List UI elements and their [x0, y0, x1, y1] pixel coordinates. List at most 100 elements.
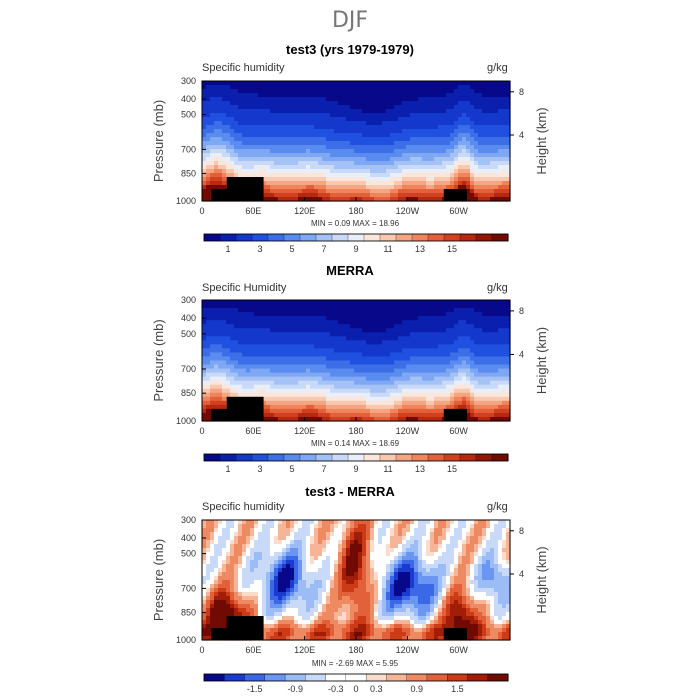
field-cell [302, 336, 307, 341]
panel-1-title: test3 (yrs 1979-1979) [286, 42, 414, 57]
field-cell [234, 153, 239, 158]
field-cell [506, 181, 511, 186]
field-cell [278, 392, 283, 398]
field-cell [234, 117, 239, 122]
field-cell [354, 185, 359, 190]
field-cell [334, 416, 339, 422]
field-cell [502, 105, 507, 110]
field-cell [338, 380, 343, 386]
field-cell [238, 304, 243, 309]
field-cell [274, 185, 279, 190]
field-cell [386, 404, 391, 410]
field-cell [338, 197, 343, 202]
field-cell [478, 528, 483, 533]
field-cell [266, 352, 271, 358]
field-cell [506, 85, 511, 90]
field-cell [450, 300, 455, 305]
field-cell [398, 324, 403, 329]
field-cell [238, 141, 243, 146]
field-cell [290, 105, 295, 110]
chart-panel-3: 0 60E 120E 180 120W 60W300400500700850100084P… [151, 515, 549, 694]
field-cell [278, 336, 283, 341]
field-cell [466, 360, 471, 366]
field-cell [506, 169, 511, 174]
field-cell [250, 145, 255, 150]
field-cell [410, 328, 415, 333]
field-cell [350, 173, 355, 178]
field-cell [470, 300, 475, 305]
field-cell [230, 93, 235, 98]
field-cell [278, 524, 283, 529]
field-cell [378, 193, 383, 198]
field-cell [282, 340, 287, 345]
field-cell [214, 117, 219, 122]
field-cell [326, 177, 331, 182]
field-cell [498, 89, 503, 94]
field-cell [318, 101, 323, 106]
field-cell [394, 109, 399, 114]
field-cell [470, 185, 475, 190]
field-cell [318, 392, 323, 398]
field-cell [442, 300, 447, 305]
field-cell [214, 105, 219, 110]
field-cell [266, 520, 271, 525]
field-cell [338, 89, 343, 94]
field-cell [238, 380, 243, 386]
field-cell [306, 352, 311, 358]
field-cell [386, 412, 391, 418]
field-cell [254, 109, 259, 114]
field-cell [290, 165, 295, 170]
field-cell [254, 81, 259, 86]
field-cell [210, 181, 215, 186]
field-cell [462, 185, 467, 190]
field-cell [358, 400, 363, 406]
field-cell [210, 177, 215, 182]
field-cell [370, 129, 375, 134]
field-cell [206, 396, 211, 402]
field-cell [274, 157, 279, 162]
field-cell [318, 396, 323, 402]
field-cell [278, 396, 283, 402]
field-cell [242, 328, 247, 333]
field-cell [326, 324, 331, 329]
field-cell [206, 89, 211, 94]
field-cell [286, 380, 291, 386]
field-cell [230, 304, 235, 309]
field-cell [470, 161, 475, 166]
field-cell [442, 364, 447, 370]
field-cell [318, 121, 323, 126]
field-cell [270, 153, 275, 158]
field-cell [342, 524, 347, 529]
field-cell [502, 117, 507, 122]
field-cell [226, 145, 231, 150]
colorbar-swatch [283, 453, 301, 462]
field-cell [362, 133, 367, 138]
field-cell [294, 520, 299, 525]
field-cell [278, 117, 283, 122]
field-cell [374, 372, 379, 378]
field-cell [414, 324, 419, 329]
field-cell [306, 324, 311, 329]
field-cell [246, 344, 251, 349]
field-cell [326, 145, 331, 150]
field-cell [402, 352, 407, 358]
field-cell [238, 324, 243, 329]
field-cell [318, 89, 323, 94]
field-cell [478, 129, 483, 134]
field-cell [362, 328, 367, 333]
field-cell [402, 416, 407, 422]
field-cell [270, 300, 275, 305]
field-cell [306, 308, 311, 313]
field-cell [270, 109, 275, 114]
field-cell [370, 308, 375, 313]
field-cell [474, 324, 479, 329]
field-cell [202, 324, 207, 329]
field-cell [218, 364, 223, 370]
field-cell [494, 145, 499, 150]
field-cell [486, 356, 491, 362]
field-cell [274, 145, 279, 150]
field-cell [394, 85, 399, 90]
field-cell [266, 149, 271, 154]
field-cell [226, 97, 231, 102]
field-cell [422, 364, 427, 370]
